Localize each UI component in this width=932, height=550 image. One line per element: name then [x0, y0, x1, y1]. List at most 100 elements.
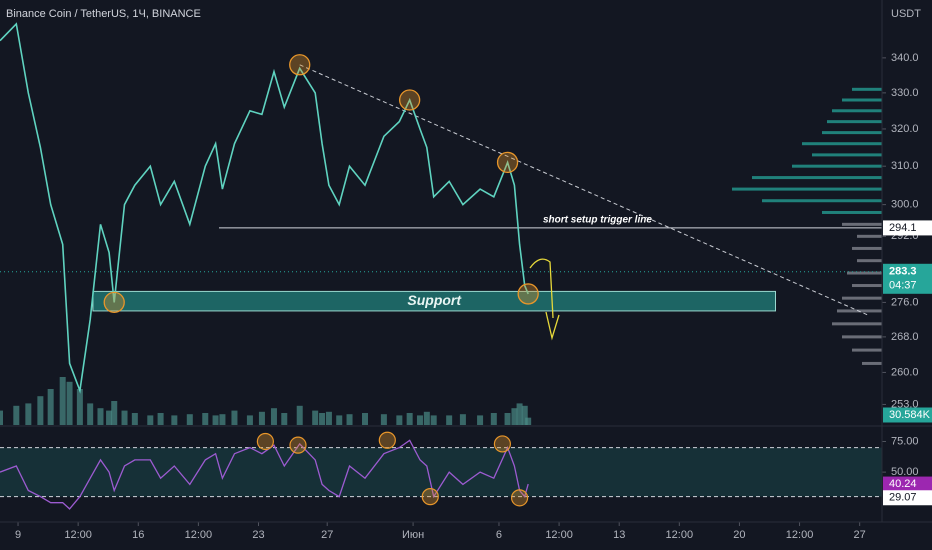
volume-bar — [59, 377, 66, 425]
volume-bar — [521, 405, 528, 425]
volume-bar — [37, 396, 44, 425]
volume-bar — [219, 414, 226, 425]
volume-profile-bar — [857, 234, 882, 238]
y-tick-label: 276.0 — [891, 296, 919, 308]
arrow — [529, 258, 560, 341]
y-tick-label: 320.0 — [891, 123, 919, 135]
volume-bar — [76, 389, 83, 425]
volume-tag: 30.584K — [889, 409, 931, 421]
volume-profile-bar — [862, 361, 882, 365]
trendline — [299, 64, 869, 316]
volume-profile-bar — [832, 109, 882, 113]
volume-bar — [325, 411, 332, 425]
highlight-circle — [496, 151, 519, 174]
volume-bar — [231, 410, 238, 425]
volume-bar — [490, 413, 497, 425]
volume-bar — [319, 413, 326, 425]
rsi-circle — [378, 431, 396, 449]
volume-bar — [47, 389, 54, 425]
unit-label: USDT — [891, 8, 921, 20]
volume-bar — [171, 415, 178, 425]
volume-bar — [0, 410, 3, 425]
volume-bar — [504, 413, 511, 425]
y-tick-label: 310.0 — [891, 160, 919, 172]
volume-bar — [361, 413, 368, 425]
rsi-band — [0, 447, 882, 497]
volume-bar — [147, 415, 154, 425]
volume-profile-bar — [842, 335, 882, 339]
x-tick-label: 12:00 — [666, 529, 694, 541]
volume-bar — [446, 415, 453, 425]
volume-profile-bar — [857, 259, 882, 263]
volume-profile-bar — [802, 142, 882, 146]
x-tick-label: 6 — [496, 529, 502, 541]
volume-bar — [312, 410, 319, 425]
volume-bar — [346, 414, 353, 425]
support-label: Support — [407, 292, 462, 308]
volume-bar — [396, 415, 403, 425]
volume-profile-bar — [822, 210, 882, 214]
highlight-circle — [103, 291, 125, 314]
highlight-circle — [517, 283, 539, 305]
rsi-circle — [493, 435, 512, 453]
volume-profile-bar — [792, 164, 882, 168]
rsi-ma-tag: 29.07 — [889, 492, 917, 504]
volume-profile-bar — [842, 222, 882, 226]
y-tick-label: 268.0 — [891, 331, 919, 343]
volume-bar — [511, 408, 518, 425]
y-tick-label: 260.0 — [891, 366, 919, 378]
rsi-tick-label: 50.00 — [891, 466, 919, 478]
volume-profile-bar — [842, 98, 882, 102]
volume-profile-bar — [732, 187, 882, 191]
countdown: 04:37 — [889, 280, 917, 292]
rsi-ma-tag-bg — [883, 490, 932, 506]
volume-profile-bar — [852, 87, 882, 91]
volume-profile-bar — [812, 153, 882, 157]
volume-bar — [516, 403, 523, 425]
x-tick-label: 27 — [321, 529, 333, 541]
x-tick-label: 12:00 — [185, 529, 213, 541]
volume-tag-bg — [883, 407, 932, 423]
volume-profile-bar — [852, 246, 882, 250]
volume-bar — [430, 415, 437, 425]
volume-bar — [131, 413, 138, 425]
volume-bar — [246, 415, 253, 425]
volume-profile-bar — [752, 176, 882, 180]
volume-bar — [25, 403, 32, 425]
last-price-tag-bg — [883, 263, 932, 294]
volume-bar — [106, 410, 113, 425]
volume-bar — [270, 408, 277, 425]
rsi-circle — [256, 432, 274, 451]
y-tick-label: 253.0 — [891, 398, 919, 410]
volume-bar — [202, 413, 209, 425]
highlight-circle — [289, 54, 311, 76]
highlight-circle — [399, 89, 421, 111]
volume-bar — [296, 405, 303, 425]
volume-bar — [423, 411, 430, 425]
x-tick-label: 9 — [15, 529, 21, 541]
volume-bar — [212, 415, 219, 425]
x-tick-label: 20 — [733, 529, 745, 541]
volume-bar — [477, 415, 484, 425]
volume-bar — [525, 417, 532, 425]
trigger-text: short setup trigger line — [543, 215, 652, 226]
y-tick-label: 340.0 — [891, 52, 919, 64]
volume-bar — [121, 410, 128, 425]
volume-profile-bar — [847, 271, 882, 275]
y-tick-label: 300.0 — [891, 199, 919, 211]
trigger-tag-bg — [883, 220, 932, 236]
volume-bar — [336, 415, 343, 425]
volume-profile-bar — [832, 322, 882, 326]
rsi-circle — [421, 488, 439, 506]
volume-bar — [416, 415, 423, 425]
price-line — [0, 22, 529, 394]
rsi-circle — [510, 489, 529, 507]
volume-profile-bar — [852, 284, 882, 288]
rsi-tick-label: 75.00 — [891, 435, 919, 447]
x-tick-label: 23 — [252, 529, 264, 541]
x-tick-label: 12:00 — [545, 529, 573, 541]
rsi-tag: 40.24 — [889, 478, 917, 490]
chart-title: Binance Coin / TetherUS, 1Ч, BINANCE — [6, 8, 201, 20]
volume-bar — [111, 401, 118, 425]
